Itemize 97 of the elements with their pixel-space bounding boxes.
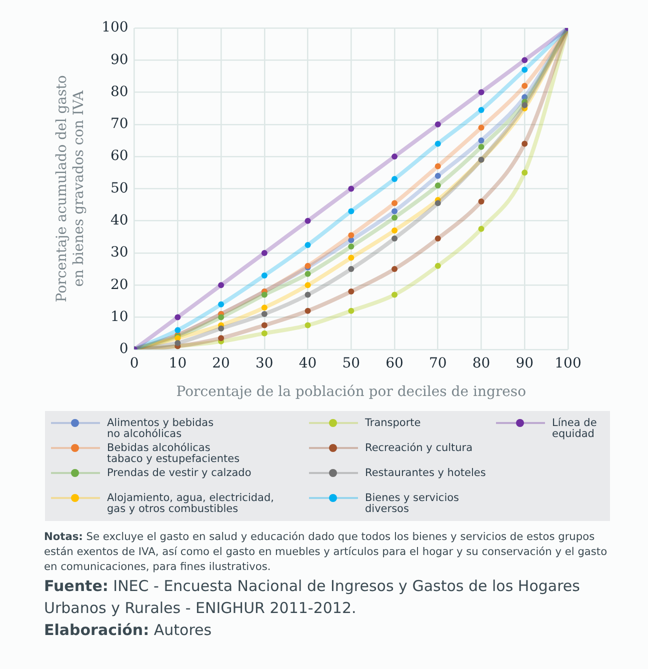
point — [434, 172, 441, 179]
point — [304, 218, 311, 224]
point — [392, 292, 398, 298]
point — [434, 262, 441, 269]
point — [434, 182, 441, 188]
point — [218, 326, 224, 332]
y-tick-label: 80 — [110, 84, 128, 100]
x-tick-label: 10 — [168, 355, 187, 372]
point — [434, 140, 441, 147]
legend-label: Prendas de vestir y calzado — [107, 466, 252, 478]
y-tick-label: 60 — [110, 148, 128, 164]
point — [522, 82, 528, 89]
point — [478, 124, 484, 131]
point — [522, 66, 528, 73]
point — [304, 270, 311, 277]
point — [261, 250, 268, 256]
point — [348, 232, 354, 238]
point — [218, 282, 224, 288]
y-tick-label: 20 — [110, 276, 128, 293]
x-tick-label: 90 — [516, 355, 534, 372]
legend-label: Bienes y servicios diversos — [365, 492, 460, 514]
y-axis-title: Porcentaje acumulado del gasto en bienes gravados con IVA — [54, 75, 87, 302]
point — [304, 242, 311, 248]
point — [392, 214, 398, 221]
point — [348, 244, 354, 250]
y-tick-label: 30 — [110, 244, 128, 261]
point — [348, 254, 354, 261]
x-tick-label: 0 — [130, 355, 139, 372]
point — [392, 208, 398, 214]
x-axis-title: Porcentaje de la población por deciles de ingreso — [176, 384, 526, 400]
point — [348, 266, 354, 272]
point — [304, 282, 311, 288]
point — [522, 57, 528, 64]
point — [522, 140, 528, 147]
x-tick-label: 100 — [554, 355, 582, 372]
point — [218, 301, 224, 308]
point — [218, 335, 224, 342]
x-tick-label: 70 — [428, 355, 447, 372]
point — [304, 308, 311, 314]
point — [218, 314, 224, 320]
point — [392, 236, 398, 242]
point — [348, 186, 354, 192]
point — [261, 304, 268, 311]
point — [304, 292, 311, 298]
x-tick-label: 30 — [256, 355, 274, 372]
legend-label: Línea de equidad — [552, 416, 597, 440]
legend-label: Transporte — [365, 416, 421, 428]
point — [392, 266, 398, 272]
y-tick-label: 50 — [110, 180, 128, 196]
point — [174, 327, 181, 334]
point — [348, 288, 354, 295]
point — [434, 163, 441, 170]
x-tick-label: 50 — [342, 355, 360, 372]
point — [174, 314, 181, 320]
y-tick-label: 0 — [119, 341, 128, 358]
point — [434, 200, 441, 206]
legend-label: Alojamiento, agua, electricidad, gas y otros combustibles — [107, 492, 274, 514]
text: Elaboración: Autores — [44, 620, 213, 641]
y-tick-label: 70 — [110, 116, 128, 132]
point — [434, 236, 441, 242]
point — [478, 89, 484, 96]
y-tick-label: 90 — [110, 52, 128, 68]
point — [392, 200, 398, 206]
point — [392, 154, 398, 160]
point — [304, 322, 311, 328]
source-note: Fuente: INEC - Encuesta Nacional de Ingresos y Gastos de los Hogares Urbanos y Rurales - ENIGHUR 2011-2012. — [44, 576, 581, 619]
point — [478, 144, 484, 150]
line-series — [134, 28, 568, 350]
point — [174, 340, 181, 346]
point — [348, 308, 354, 314]
y-tick-label: 100 — [102, 20, 128, 36]
legend-label: Bebidas alcohólicas tabaco y estupefacientes — [107, 442, 240, 464]
legend-label: Recreación y cultura — [365, 442, 473, 454]
point — [478, 198, 484, 205]
point — [261, 311, 268, 318]
text: Notas: Se excluye el gasto en salud y educación dado que todos los bienes y servicios de estos grupos están exentos de IVA, así como el gasto en muebles y artículos para el hogar y su conservación y el gasto en comunicaciones, para fines ilustrativos. — [44, 530, 608, 575]
point — [522, 102, 528, 108]
point — [392, 176, 398, 182]
point — [261, 330, 268, 336]
x-tick-label: 60 — [386, 355, 404, 372]
x-tick-label: 20 — [212, 355, 230, 372]
legend-label: Restaurantes y hoteles — [365, 466, 486, 478]
y-tick-label: 40 — [110, 212, 128, 228]
point — [348, 208, 354, 214]
point — [261, 322, 268, 328]
point — [478, 226, 484, 232]
point — [434, 121, 441, 128]
point — [478, 106, 484, 113]
point — [392, 227, 398, 234]
x-tick-label: 80 — [472, 355, 490, 372]
point — [478, 137, 484, 144]
point — [261, 292, 268, 298]
point — [261, 272, 268, 278]
x-tick-label: 40 — [298, 355, 317, 372]
point — [522, 170, 528, 176]
y-tick-label: 10 — [110, 308, 128, 325]
legend-label: Alimentos y bebidas no alcohólicas — [107, 416, 214, 440]
